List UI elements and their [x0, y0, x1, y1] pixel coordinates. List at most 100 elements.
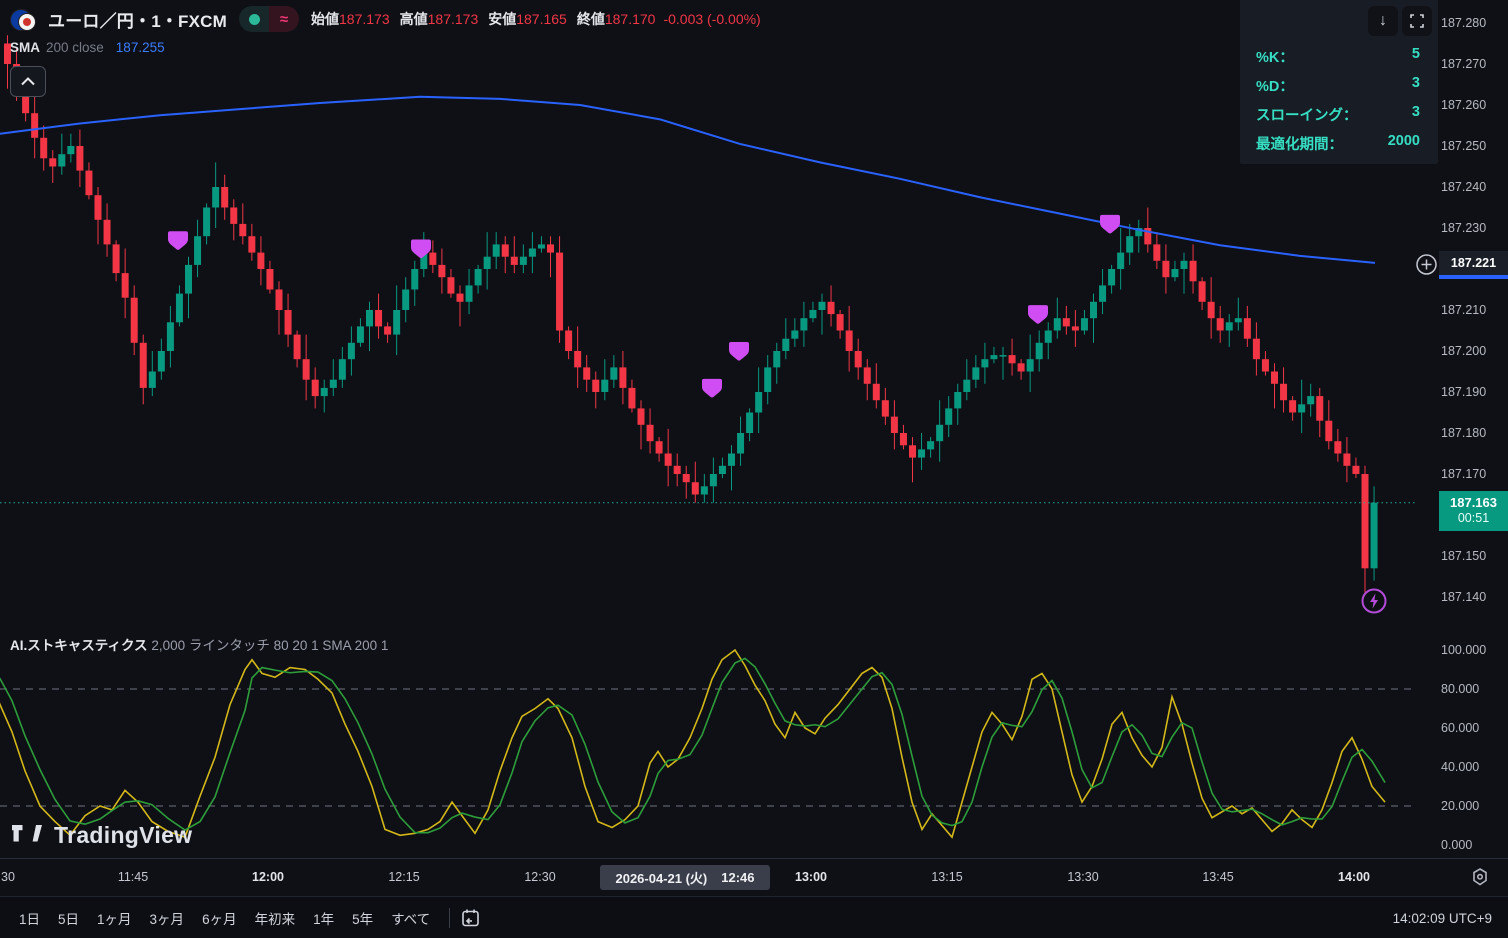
- sma-legend[interactable]: SMA 200 close 187.255: [10, 40, 165, 55]
- time-tick-label: 13:45: [1202, 870, 1234, 884]
- signal-marker-icon: [168, 231, 188, 250]
- stoch-tick-label: 0.000: [1441, 838, 1473, 852]
- add-alert-button[interactable]: [1415, 253, 1438, 276]
- ohlc-item: 安値187.165: [488, 11, 567, 27]
- last-price-badge: 187.163 00:51: [1439, 490, 1508, 531]
- time-tick-label: 14:00: [1338, 870, 1370, 884]
- stoch-k-line: [0, 648, 1386, 839]
- chevron-up-icon: [21, 77, 35, 86]
- time-tick-label: 12:30: [524, 870, 556, 884]
- signal-marker-icon: [1100, 214, 1120, 234]
- price-tick-label: 187.260: [1441, 98, 1487, 112]
- time-tick-label: 13:15: [931, 870, 963, 884]
- download-button[interactable]: ↓: [1368, 6, 1398, 36]
- stoch-tick-label: 40.000: [1441, 760, 1480, 774]
- time-tick-label: 11:45: [117, 870, 149, 884]
- price-tick-label: 187.190: [1441, 385, 1487, 399]
- range-button[interactable]: 6ヶ月: [202, 912, 237, 927]
- fullscreen-button[interactable]: [1402, 6, 1432, 36]
- price-tick-label: 187.270: [1441, 57, 1487, 71]
- toolbar-divider: [449, 908, 451, 928]
- stochastic-chart-svg: [0, 648, 1415, 839]
- range-button[interactable]: 1日: [19, 912, 41, 927]
- settings-row: %K： 5: [1256, 46, 1420, 66]
- ohlc-item: 高値187.173: [399, 11, 479, 27]
- time-axis[interactable]: 2026-04-21 (火) 12:46 30 11:45 12:00 12:15 12…: [0, 858, 1508, 897]
- range-button[interactable]: すべて: [391, 912, 431, 927]
- price-tick-label: 187.280: [1441, 16, 1487, 30]
- stochastic-settings-panel: ↓ %K： 5 %D： 3 スローイング： 3 最適化期間： 2000: [1240, 0, 1438, 164]
- fullscreen-icon: [1410, 14, 1424, 28]
- price-tick-label: 187.240: [1441, 180, 1487, 194]
- range-buttons: 1日 5日 1ヶ月 3ヶ月 6ヶ月 年初来 1年 5年 すべて: [10, 904, 439, 932]
- sma-params: 200 close: [46, 40, 104, 55]
- time-tick-label: 12:15: [388, 870, 420, 884]
- go-to-date-button[interactable]: [460, 908, 481, 929]
- lightning-icon: [1361, 588, 1387, 614]
- axis-settings-button[interactable]: [1470, 867, 1490, 887]
- price-tick-label: 187.150: [1441, 549, 1487, 563]
- range-button[interactable]: 3ヶ月: [149, 912, 185, 927]
- instant-order-button[interactable]: [1360, 587, 1388, 615]
- currency-pair-icon: [10, 8, 40, 31]
- approx-icon: ≈: [269, 6, 300, 32]
- tradingview-logo[interactable]: TradingView: [12, 822, 192, 849]
- stoch-d-line: [0, 657, 1386, 834]
- gear-icon: [1473, 868, 1487, 886]
- price-tick-label: 187.200: [1441, 344, 1487, 358]
- market-status-toggle[interactable]: ≈: [239, 6, 300, 32]
- ohlc-item: 始値187.173: [311, 11, 390, 27]
- crosshair-time: 12:46: [721, 870, 755, 885]
- stoch-tick-label: 80.000: [1441, 682, 1480, 696]
- stochastic-axis[interactable]: 100.000 80.000 60.000 40.000 20.000 0.000: [1415, 630, 1508, 858]
- calendar-clock-icon: [462, 909, 479, 926]
- time-tick-label: 30: [1, 870, 15, 884]
- ohlc-values: 始値187.173 高値187.173 安値187.165 終値187.170: [311, 9, 655, 29]
- candlestick-chart-svg: [0, 35, 1415, 593]
- price-tick-label: 187.180: [1441, 426, 1487, 440]
- sma-price-badge: 187.221: [1439, 250, 1508, 279]
- stochastic-params: 2,000 ラインタッチ 80 20 1 SMA 200 1: [151, 638, 389, 653]
- range-button[interactable]: 1ヶ月: [97, 912, 132, 927]
- stoch-tick-label: 60.000: [1441, 721, 1480, 735]
- plus-circle-icon: [1416, 254, 1437, 275]
- collapse-legend-button[interactable]: [10, 66, 46, 97]
- symbol-legend: ユーロ／円・1・FXCM ≈ 始値187.173 高値187.173 安値187.1…: [10, 6, 761, 32]
- settings-row: スローイング： 3: [1256, 104, 1420, 124]
- price-tick-label: 187.210: [1441, 303, 1487, 317]
- range-button[interactable]: 5日: [58, 912, 80, 927]
- symbol-title[interactable]: ユーロ／円・1・FXCM: [48, 11, 228, 31]
- main-chart-canvas[interactable]: ユーロ／円・1・FXCM ≈ 始値187.173 高値187.173 安値187.1…: [0, 0, 1415, 630]
- range-button[interactable]: 年初来: [254, 912, 296, 927]
- time-tick-label: 13:00: [795, 870, 827, 884]
- ohlc-item: 終値187.170: [576, 11, 656, 27]
- price-tick-label: 187.250: [1441, 139, 1487, 153]
- stochastic-panel-canvas[interactable]: AI.ストキャスティクス 2,000 ラインタッチ 80 20 1 SMA 20…: [0, 630, 1415, 858]
- time-tick-label: 13:30: [1067, 870, 1099, 884]
- crosshair-date: 2026-04-21 (火): [615, 871, 708, 886]
- range-button[interactable]: 1年: [313, 912, 335, 927]
- price-axis[interactable]: 187.280 187.270 187.260 187.250 187.240 187.2…: [1415, 0, 1508, 630]
- price-tick-label: 187.230: [1441, 221, 1487, 235]
- signal-marker-icon: [1028, 305, 1048, 324]
- candlestick-series: [4, 35, 1378, 593]
- time-tick-label: 12:00: [252, 870, 284, 884]
- down-arrow-icon: ↓: [1379, 12, 1387, 29]
- sma-name: SMA: [10, 40, 40, 55]
- crosshair-date-label: 2026-04-21 (火) 12:46: [600, 865, 770, 890]
- price-tick-label: 187.170: [1441, 467, 1487, 481]
- signal-marker-icon: [729, 342, 749, 361]
- price-change: -0.003 (-0.00%): [663, 11, 761, 27]
- signal-marker-icon: [411, 239, 431, 259]
- clock-timezone[interactable]: 14:02:09 UTC+9: [1392, 910, 1492, 926]
- tradingview-wordmark: TradingView: [54, 822, 193, 848]
- price-tick-label: 187.140: [1441, 590, 1487, 604]
- bottom-toolbar: 1日 5日 1ヶ月 3ヶ月 6ヶ月 年初来 1年 5年 すべて 14:02:09 UTC+9: [0, 896, 1508, 938]
- stochastic-legend[interactable]: AI.ストキャスティクス 2,000 ラインタッチ 80 20 1 SMA 20…: [10, 634, 388, 654]
- stoch-tick-label: 20.000: [1441, 799, 1480, 813]
- settings-row: 最適化期間： 2000: [1256, 133, 1420, 153]
- tradingview-mark-icon: [12, 824, 42, 841]
- market-open-dot-icon: [239, 6, 270, 32]
- range-button[interactable]: 5年: [352, 912, 374, 927]
